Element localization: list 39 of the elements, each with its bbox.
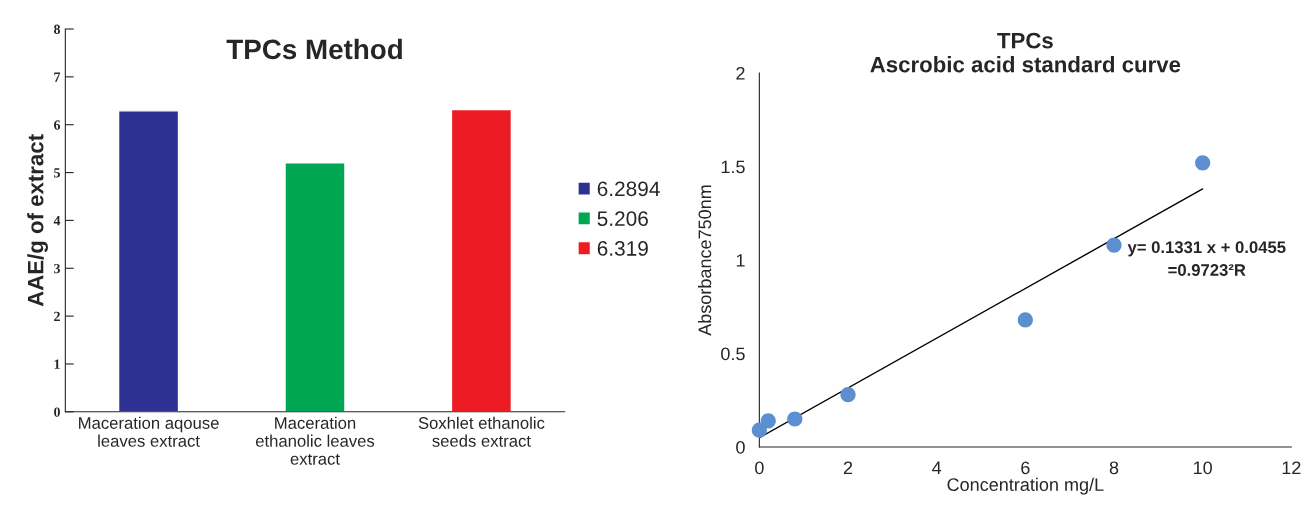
y-tick-label: 0 (54, 407, 60, 417)
point (1106, 237, 1122, 253)
legend-label: 5.206 (597, 211, 648, 226)
x-tick-label: 0 (755, 461, 764, 475)
legend-label: 6.319 (597, 241, 648, 256)
y-tick-label: 1 (736, 254, 745, 267)
y-tick-label: 2 (736, 66, 745, 80)
x-tick-label: 6 (1021, 461, 1030, 475)
point (1195, 155, 1211, 171)
point (1017, 312, 1033, 328)
y-tick-label: 2 (54, 311, 60, 321)
x-tick-label: Soxhlet ethanolic seeds extract (418, 416, 545, 447)
y-tick-label: 0.5 (721, 347, 745, 361)
y-tick-label: 4 (53, 216, 61, 226)
x-tick-label: 12 (1282, 461, 1301, 475)
x-tick-label: 10 (1193, 461, 1212, 475)
x-tick-label: Maceration ethanolic leaves extract (255, 416, 375, 465)
x-tick-label: 8 (1109, 461, 1119, 475)
y-tick-label: 7 (54, 72, 61, 82)
y-tick-label: 8 (54, 24, 61, 34)
point (760, 413, 776, 429)
legend-label: 6.2894 (597, 181, 660, 197)
point (787, 411, 803, 427)
y-tick-label: 1 (54, 359, 60, 369)
y-tick-label: 1.5 (721, 160, 745, 174)
chart-title: TPCs Method (226, 38, 402, 60)
annotation: y= 0.1331 x + 0.0455 =0.9723²R (1127, 241, 1286, 276)
point (840, 387, 856, 403)
y-tick-label: 3 (54, 263, 61, 274)
x-axis-title: Concentration mg/L (947, 477, 1104, 495)
y-tick-label: 5 (54, 168, 60, 178)
y-tick-label: 6 (54, 120, 61, 130)
x-tick-label: 2 (843, 461, 853, 475)
x-tick-label: Maceration aqouse leaves extract (79, 416, 219, 447)
y-axis-title: AAE/g of extract (27, 134, 48, 307)
chart-title: TPCs Ascrobic acid standard curve (870, 32, 1181, 73)
y-axis-title: Absorbance750nm (697, 185, 712, 336)
x-tick-label: 4 (932, 461, 942, 475)
point (751, 422, 767, 438)
